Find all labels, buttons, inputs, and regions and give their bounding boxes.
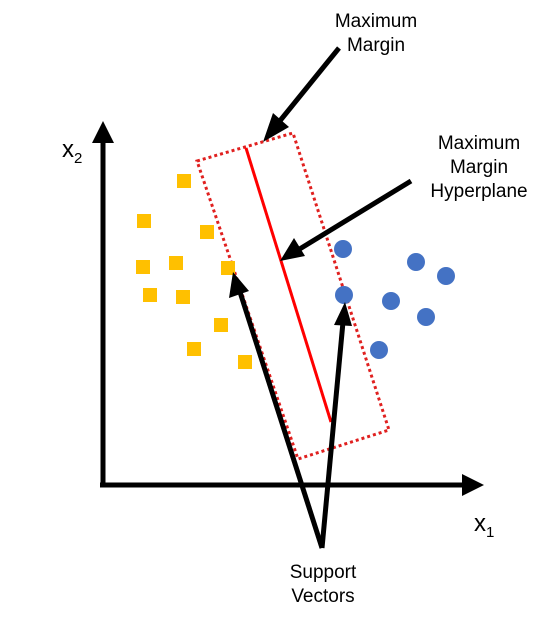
data-point-square (176, 290, 190, 304)
data-point-square (200, 225, 214, 239)
data-point-square (221, 261, 235, 275)
annotation-arrows (229, 46, 413, 549)
support-vector-arrow-left-head (229, 272, 249, 298)
data-point-circle (417, 308, 435, 326)
support-vectors-label: Support Vectors (289, 562, 357, 607)
data-point-circle (382, 292, 400, 310)
data-point-square (177, 174, 191, 188)
x-axis-arrowhead (462, 474, 484, 496)
maximum-margin-label: Maximum Margin (334, 11, 418, 56)
class-a-points (136, 174, 252, 369)
data-point-circle (407, 253, 425, 271)
margin-box (195, 131, 391, 461)
support-vector-arrow-left-shaft (237, 291, 325, 549)
data-point-square (137, 214, 151, 228)
data-point-circle (335, 286, 353, 304)
data-point-circle (334, 240, 352, 258)
axes (92, 121, 484, 496)
maximum-margin-hyperplane-label: Maximum Margin Hyperplane (430, 133, 528, 202)
maximum-margin-arrowhead (263, 113, 289, 142)
data-point-square (169, 256, 183, 270)
hyperplane-arrow-shaft (296, 178, 413, 253)
support-vector-arrow-right-shaft (319, 321, 346, 549)
data-point-circle (437, 267, 455, 285)
hyperplane-line (244, 147, 333, 423)
data-point-square (143, 288, 157, 302)
y-axis-label: x2 (62, 136, 83, 167)
maximum-margin-arrow-shaft (277, 46, 341, 124)
data-point-circle (370, 341, 388, 359)
hyperplane-arrowhead (280, 238, 305, 261)
data-point-square (214, 318, 228, 332)
data-point-square (187, 342, 201, 356)
data-point-square (136, 260, 150, 274)
data-point-square (238, 355, 252, 369)
y-axis-arrowhead (92, 121, 114, 143)
class-b-points (334, 240, 455, 359)
x-axis-label: x1 (474, 510, 495, 541)
support-vector-arrow-right-head (334, 302, 352, 326)
